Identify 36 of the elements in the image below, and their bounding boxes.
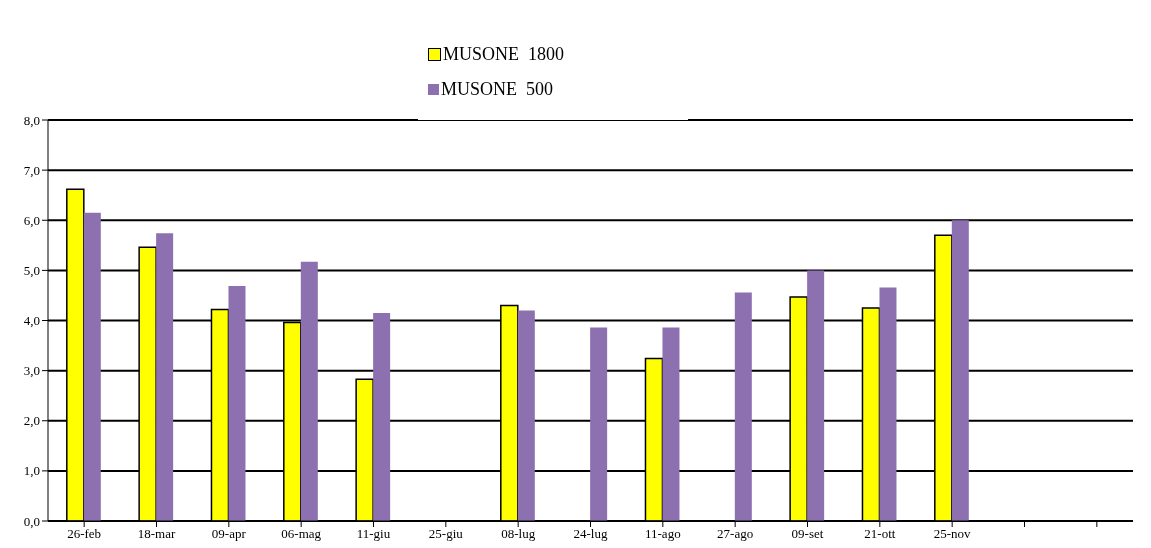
- bar: [807, 270, 825, 521]
- x-tick-label: 26-feb: [67, 526, 102, 542]
- bar: [228, 285, 246, 521]
- x-tick-label: 11-giu: [356, 526, 391, 542]
- x-tick-label: 27-ago: [717, 526, 754, 542]
- y-tick-label: 3,0: [23, 363, 40, 379]
- x-tick-label: 25-nov: [933, 526, 972, 542]
- y-tick-label: 5,0: [23, 262, 40, 278]
- y-tick-label: 8,0: [23, 112, 40, 128]
- bar: [83, 212, 101, 521]
- bar: [662, 327, 680, 521]
- legend-label: MUSONE 1800: [443, 44, 565, 65]
- x-tick-label: 18-mar: [137, 526, 176, 542]
- bar: [156, 233, 174, 521]
- x-tick-label: 25-giu: [428, 526, 464, 542]
- bar: [590, 327, 608, 521]
- x-tick-label: 24-lug: [573, 526, 608, 542]
- y-tick-label: 7,0: [23, 162, 40, 178]
- bar: [373, 312, 391, 521]
- y-tick-label: 2,0: [23, 413, 40, 429]
- bar: [951, 220, 969, 521]
- x-tick-label: 06-mag: [281, 526, 322, 542]
- x-tick-label: 09-set: [791, 526, 824, 542]
- legend-label: MUSONE 500: [441, 79, 554, 100]
- bar: [734, 292, 752, 521]
- y-tick-label: 4,0: [23, 313, 40, 329]
- x-tick-label: 11-ago: [645, 526, 681, 542]
- y-tick-label: 0,0: [23, 513, 40, 529]
- y-tick-label: 6,0: [23, 212, 40, 228]
- bar: [517, 310, 535, 521]
- x-tick-label: 08-lug: [501, 526, 536, 542]
- bar: [879, 287, 897, 521]
- y-tick-label: 1,0: [23, 463, 40, 479]
- x-tick-label: 21-ott: [864, 526, 896, 542]
- x-tick-label: 09-apr: [211, 526, 247, 542]
- bar: [300, 261, 318, 521]
